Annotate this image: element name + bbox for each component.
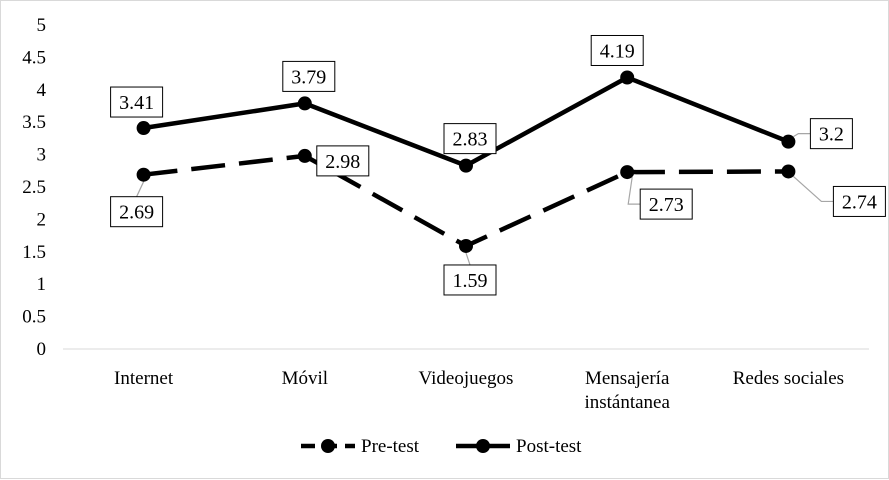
y-tick-label: 0.5 [22, 307, 46, 328]
label-leader-line [793, 176, 834, 203]
y-tick-label: 5 [37, 15, 47, 36]
x-category-label: instántanea [584, 392, 670, 413]
data-label: 4.19 [600, 40, 635, 62]
legend-swatch-marker-pre-test [321, 439, 335, 453]
data-label: 3.2 [819, 124, 844, 146]
legend-label-post-test: Post-test [516, 436, 582, 457]
legend-swatch-marker-post-test [476, 439, 490, 453]
data-point-post-test [136, 121, 151, 136]
data-point-post-test [297, 96, 312, 111]
x-category-label: Internet [114, 368, 174, 389]
y-tick-label: 4.5 [22, 47, 46, 68]
data-label-box [590, 34, 644, 66]
data-label: 1.59 [453, 270, 488, 292]
label-leader-line [793, 133, 811, 138]
data-point-pre-test [620, 165, 635, 180]
data-label-box [110, 196, 164, 228]
data-label: 3.41 [119, 92, 154, 114]
data-label-box [639, 188, 693, 220]
data-label-box [110, 86, 164, 118]
data-label: 3.79 [291, 66, 326, 88]
x-category-label: Videojuegos [419, 368, 514, 389]
data-labels-layer: 2.69 2.98 1.59 2.73 2.74 3.41 3.79 2.83 4.19 3.2 [110, 34, 886, 296]
data-point-post-test [620, 70, 635, 85]
data-label-box [443, 123, 497, 155]
data-label-box [443, 264, 497, 296]
y-tick-label: 0 [37, 339, 47, 360]
data-label: 2.69 [119, 202, 154, 224]
label-leader-line [465, 252, 471, 266]
data-label-box [809, 118, 853, 150]
x-category-label: Redes sociales [733, 368, 844, 389]
data-label-box [316, 145, 370, 177]
axis-layer: 0 0.5 1 1.5 2 2.5 3 3.5 4 4.5 5 Internet Móvil Videoj… [22, 15, 869, 413]
y-tick-label: 4 [37, 80, 47, 101]
data-point-post-test [781, 134, 796, 149]
y-tick-label: 3 [37, 145, 47, 166]
y-tick-label: 1 [37, 274, 47, 295]
data-point-pre-test [459, 238, 473, 253]
data-point-pre-test [297, 148, 312, 163]
series-points-layer [136, 70, 796, 253]
data-label: 2.74 [842, 191, 877, 213]
data-point-pre-test [136, 167, 151, 182]
legend-label-pre-test: Pre-test [361, 436, 420, 457]
x-category-label: Móvil [282, 368, 328, 389]
label-leader-line [136, 181, 145, 197]
y-tick-label: 2.5 [22, 177, 46, 198]
data-label-box [832, 185, 886, 217]
legend: Pre-test Post-test [301, 436, 582, 457]
y-tick-label: 1.5 [22, 242, 46, 263]
label-leader-line [627, 177, 641, 205]
y-tick-label: 2 [37, 209, 47, 230]
data-label-box [282, 60, 336, 92]
data-label: 2.83 [453, 129, 488, 151]
data-label: 2.73 [649, 194, 684, 216]
data-label: 2.98 [325, 151, 360, 173]
x-category-label: Mensajería [585, 368, 670, 389]
data-point-pre-test [781, 164, 796, 179]
y-tick-label: 3.5 [22, 112, 46, 133]
data-point-post-test [459, 158, 473, 173]
